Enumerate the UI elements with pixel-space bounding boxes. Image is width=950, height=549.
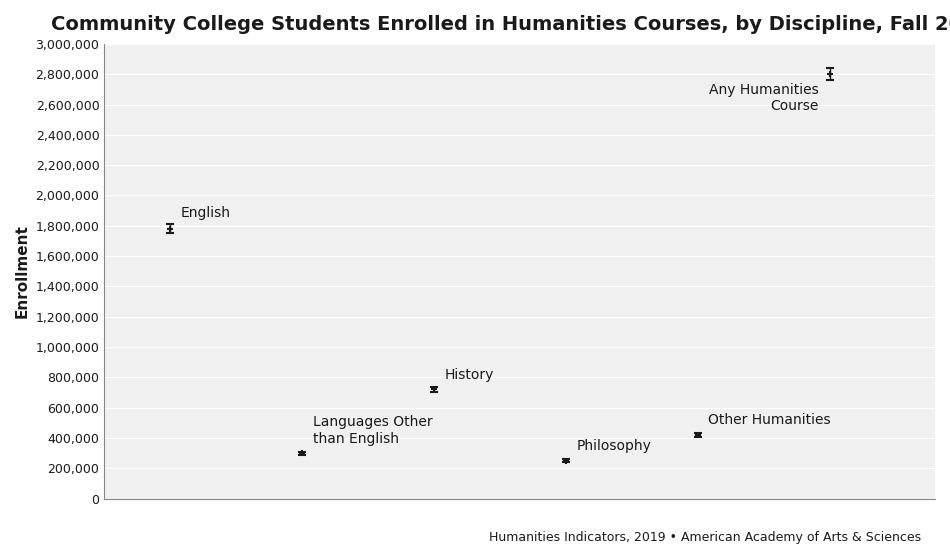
Text: English: English — [180, 206, 231, 220]
Text: Philosophy: Philosophy — [577, 439, 651, 453]
Y-axis label: Enrollment: Enrollment — [15, 225, 30, 318]
Title: Community College Students Enrolled in Humanities Courses, by Discipline, Fall 2: Community College Students Enrolled in H… — [50, 15, 950, 34]
Text: Other Humanities: Other Humanities — [708, 413, 831, 427]
Text: Humanities Indicators, 2019 • American Academy of Arts & Sciences: Humanities Indicators, 2019 • American A… — [489, 530, 922, 544]
Text: Languages Other
than English: Languages Other than English — [313, 415, 432, 445]
Text: History: History — [445, 368, 494, 382]
Text: Any Humanities
Course: Any Humanities Course — [710, 83, 819, 114]
